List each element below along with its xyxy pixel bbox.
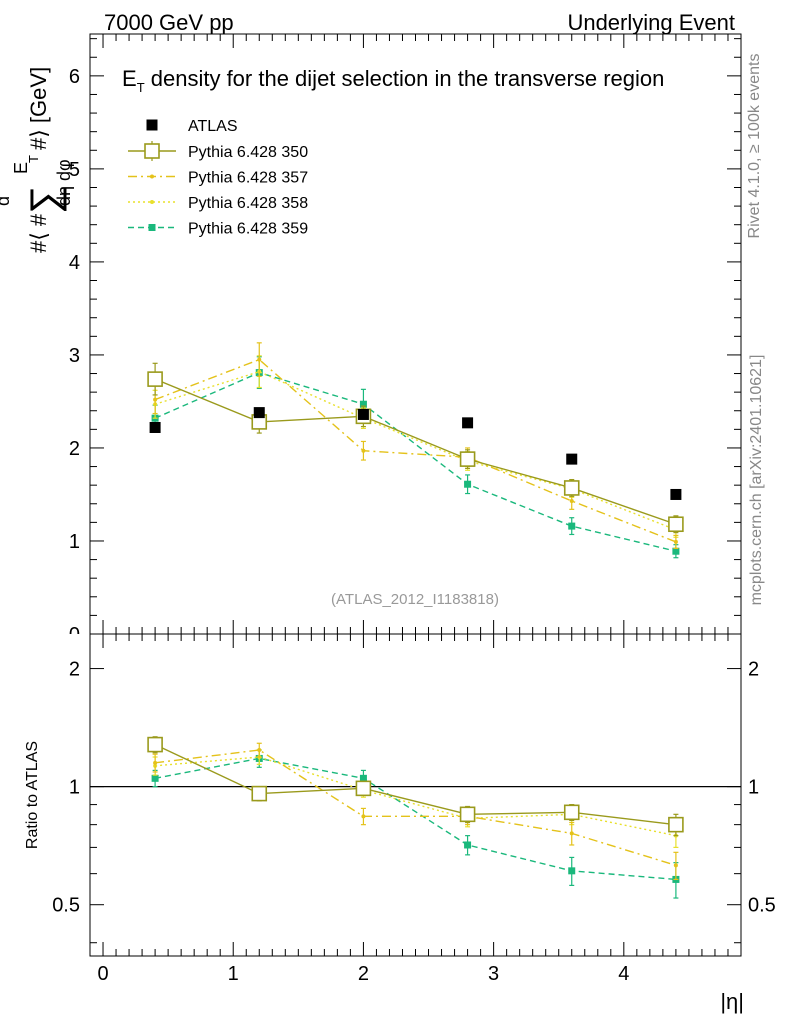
ratio-series-line (155, 756, 677, 837)
y-axis-label-e: E (11, 162, 31, 174)
x-tick-label: 0 (97, 963, 108, 985)
y-axis-label-t: T (26, 155, 41, 163)
y-tick-label: 4 (69, 252, 80, 274)
y-tick-label: 5 (69, 159, 80, 181)
ratio-series-point (153, 760, 158, 765)
y-axis-label-sum: ∑ (23, 185, 67, 214)
main-series-point (673, 539, 678, 544)
main-series-point (359, 400, 367, 408)
main-series-line (154, 378, 677, 525)
x-tick-label: 2 (358, 963, 369, 985)
legend-marker-atlas (146, 119, 158, 131)
main-series-line (154, 370, 677, 531)
ratio-series-point (251, 785, 268, 802)
ratio-y-tick-label-right: 1 (748, 777, 759, 799)
ratio-y-tick-label-right: 0.5 (748, 895, 776, 917)
ratio-series-point (355, 780, 372, 797)
energy-label: 7000 GeV pp (104, 10, 234, 35)
main-series-point (147, 371, 163, 387)
ratio-series-line (155, 749, 677, 867)
main-series-line (154, 358, 677, 543)
y-axis-label-left: #⟨ # (26, 213, 51, 253)
ratio-series-point (257, 747, 262, 752)
ratio-series-line (154, 757, 676, 881)
ratio-series-line (154, 743, 676, 826)
y-axis-label-right: #⟩ [GeV] (26, 67, 51, 150)
analysis-watermark: (ATLAS_2012_I1183818) (331, 591, 499, 608)
legend-label: Pythia 6.428 357 (188, 170, 308, 187)
legend: ATLAS Pythia 6.428 350 Pythia 6.428 357 Pyt… (128, 118, 308, 238)
ratio-series (147, 736, 684, 899)
x-tick-label: 1 (228, 963, 239, 985)
axis-ticks (90, 34, 741, 956)
plot-title-main: E (122, 66, 137, 91)
main-series-point (459, 451, 476, 467)
x-tick-label: 4 (618, 963, 629, 985)
ratio-y-tick-label: 2 (69, 659, 80, 681)
plot-title: ET density for the dijet selection in th… (122, 66, 664, 95)
ratio-series-point (668, 816, 684, 833)
ratio-y-tick-label: 1 (69, 777, 80, 799)
ratio-series-point (359, 774, 367, 782)
ratio-series-point (151, 774, 159, 782)
plot-title-sub: T (137, 80, 145, 95)
y-tick-label: 6 (69, 66, 80, 88)
ratio-y-axis-label: Ratio to ATLAS (24, 741, 41, 849)
y-axis-label: #⟨ # d ∑ E T dη dφ #⟩ [GeV] (0, 67, 74, 253)
ratio-y-tick-label: 0.5 (52, 895, 80, 917)
rivet-label: Rivet 4.1.0, ≥ 100k events (746, 54, 763, 239)
main-series-point (464, 480, 472, 488)
legend-label: Pythia 6.428 350 (188, 144, 308, 161)
x-tick-label: 3 (488, 963, 499, 985)
y-axis-label-deta: dη dφ (54, 159, 74, 206)
legend-label-atlas: ATLAS (188, 118, 238, 135)
legend-label: Pythia 6.428 359 (188, 221, 308, 238)
legend-marker (148, 224, 156, 231)
legend-marker (150, 174, 154, 179)
main-series-point (153, 397, 158, 402)
tick-labels: 0 1 2 3 4 1 2 3 4 5 6 0 0.5 0.5 1 1 2 2 (52, 66, 776, 985)
main-series-point (361, 448, 366, 453)
ratio-series-point (563, 804, 580, 821)
main-series-point (668, 516, 684, 533)
main-series-line (154, 371, 677, 552)
ratio-series-point (568, 867, 576, 875)
y-tick-label: 1 (69, 531, 80, 553)
ratio-panel-frame (89, 633, 742, 957)
y-tick-label: 3 (69, 345, 80, 367)
y-tick-label: 2 (69, 438, 80, 460)
main-series-point (569, 498, 574, 503)
legend-marker (150, 200, 154, 204)
main-series-point (568, 522, 576, 530)
ratio-y-tick-label-right: 2 (748, 659, 759, 681)
ratio-series-point (361, 814, 366, 819)
category-label: Underlying Event (567, 10, 735, 35)
main-series-point (257, 357, 262, 362)
legend-marker (144, 143, 160, 159)
ratio-series-point (673, 863, 678, 868)
mcplots-label: mcplots.cern.ch [arXiv:2401.10621] (748, 355, 765, 606)
main-series-point (563, 480, 580, 496)
ratio-series-point (459, 806, 476, 823)
y-axis-label-d: d (0, 196, 13, 206)
y-tick-label-zero: 0 (69, 624, 80, 646)
ratio-series-point (569, 831, 574, 836)
ratio-series-point (147, 736, 163, 753)
legend-label: Pythia 6.428 358 (188, 195, 308, 212)
ratio-series-point (464, 841, 472, 849)
main-series (147, 342, 684, 559)
main-series-point (672, 547, 680, 555)
x-axis-label: |η| (720, 989, 744, 1014)
plot-title-rest: density for the dijet selection in the t… (145, 66, 665, 91)
